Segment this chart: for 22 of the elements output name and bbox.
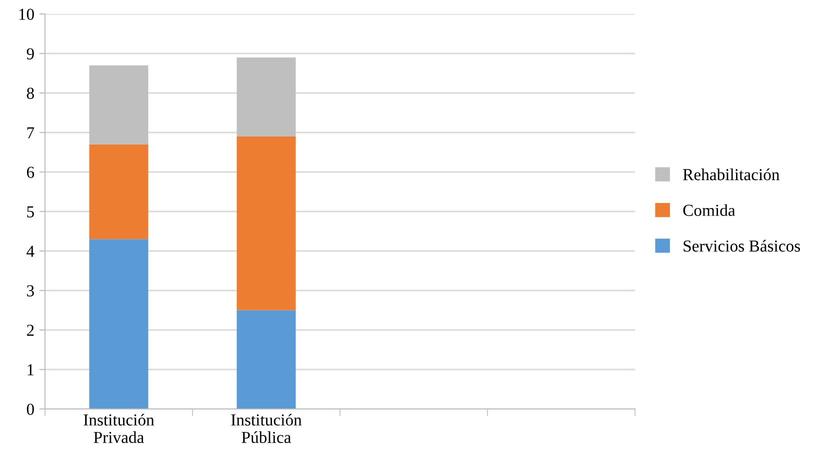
y-tick-label: 2 bbox=[26, 324, 34, 336]
bar bbox=[89, 65, 148, 144]
legend-label: Rehabilitación bbox=[683, 168, 780, 180]
legend-label: Servicios Básicos bbox=[684, 240, 800, 252]
y-tick-label: 4 bbox=[26, 246, 34, 257]
y-tick-label: 0 bbox=[26, 404, 34, 415]
bar bbox=[89, 239, 148, 409]
y-tick-label: 3 bbox=[27, 285, 34, 296]
y-tick-label: 1 bbox=[28, 364, 34, 376]
bar bbox=[236, 57, 296, 136]
bar bbox=[236, 136, 296, 310]
x-tick-label: Institución Privada bbox=[84, 414, 154, 444]
y-tick-label: 9 bbox=[26, 48, 34, 60]
y-tick-label: 5 bbox=[27, 206, 34, 218]
bar bbox=[236, 310, 296, 409]
bar bbox=[89, 144, 148, 240]
y-tick-label: 7 bbox=[27, 127, 34, 138]
y-tick-label: 6 bbox=[26, 166, 34, 178]
y-tick-label: 10 bbox=[19, 8, 34, 20]
legend-label: Comida bbox=[683, 204, 736, 216]
x-tick-label: Institución Pública bbox=[231, 414, 302, 444]
y-tick-label: 8 bbox=[26, 88, 34, 99]
